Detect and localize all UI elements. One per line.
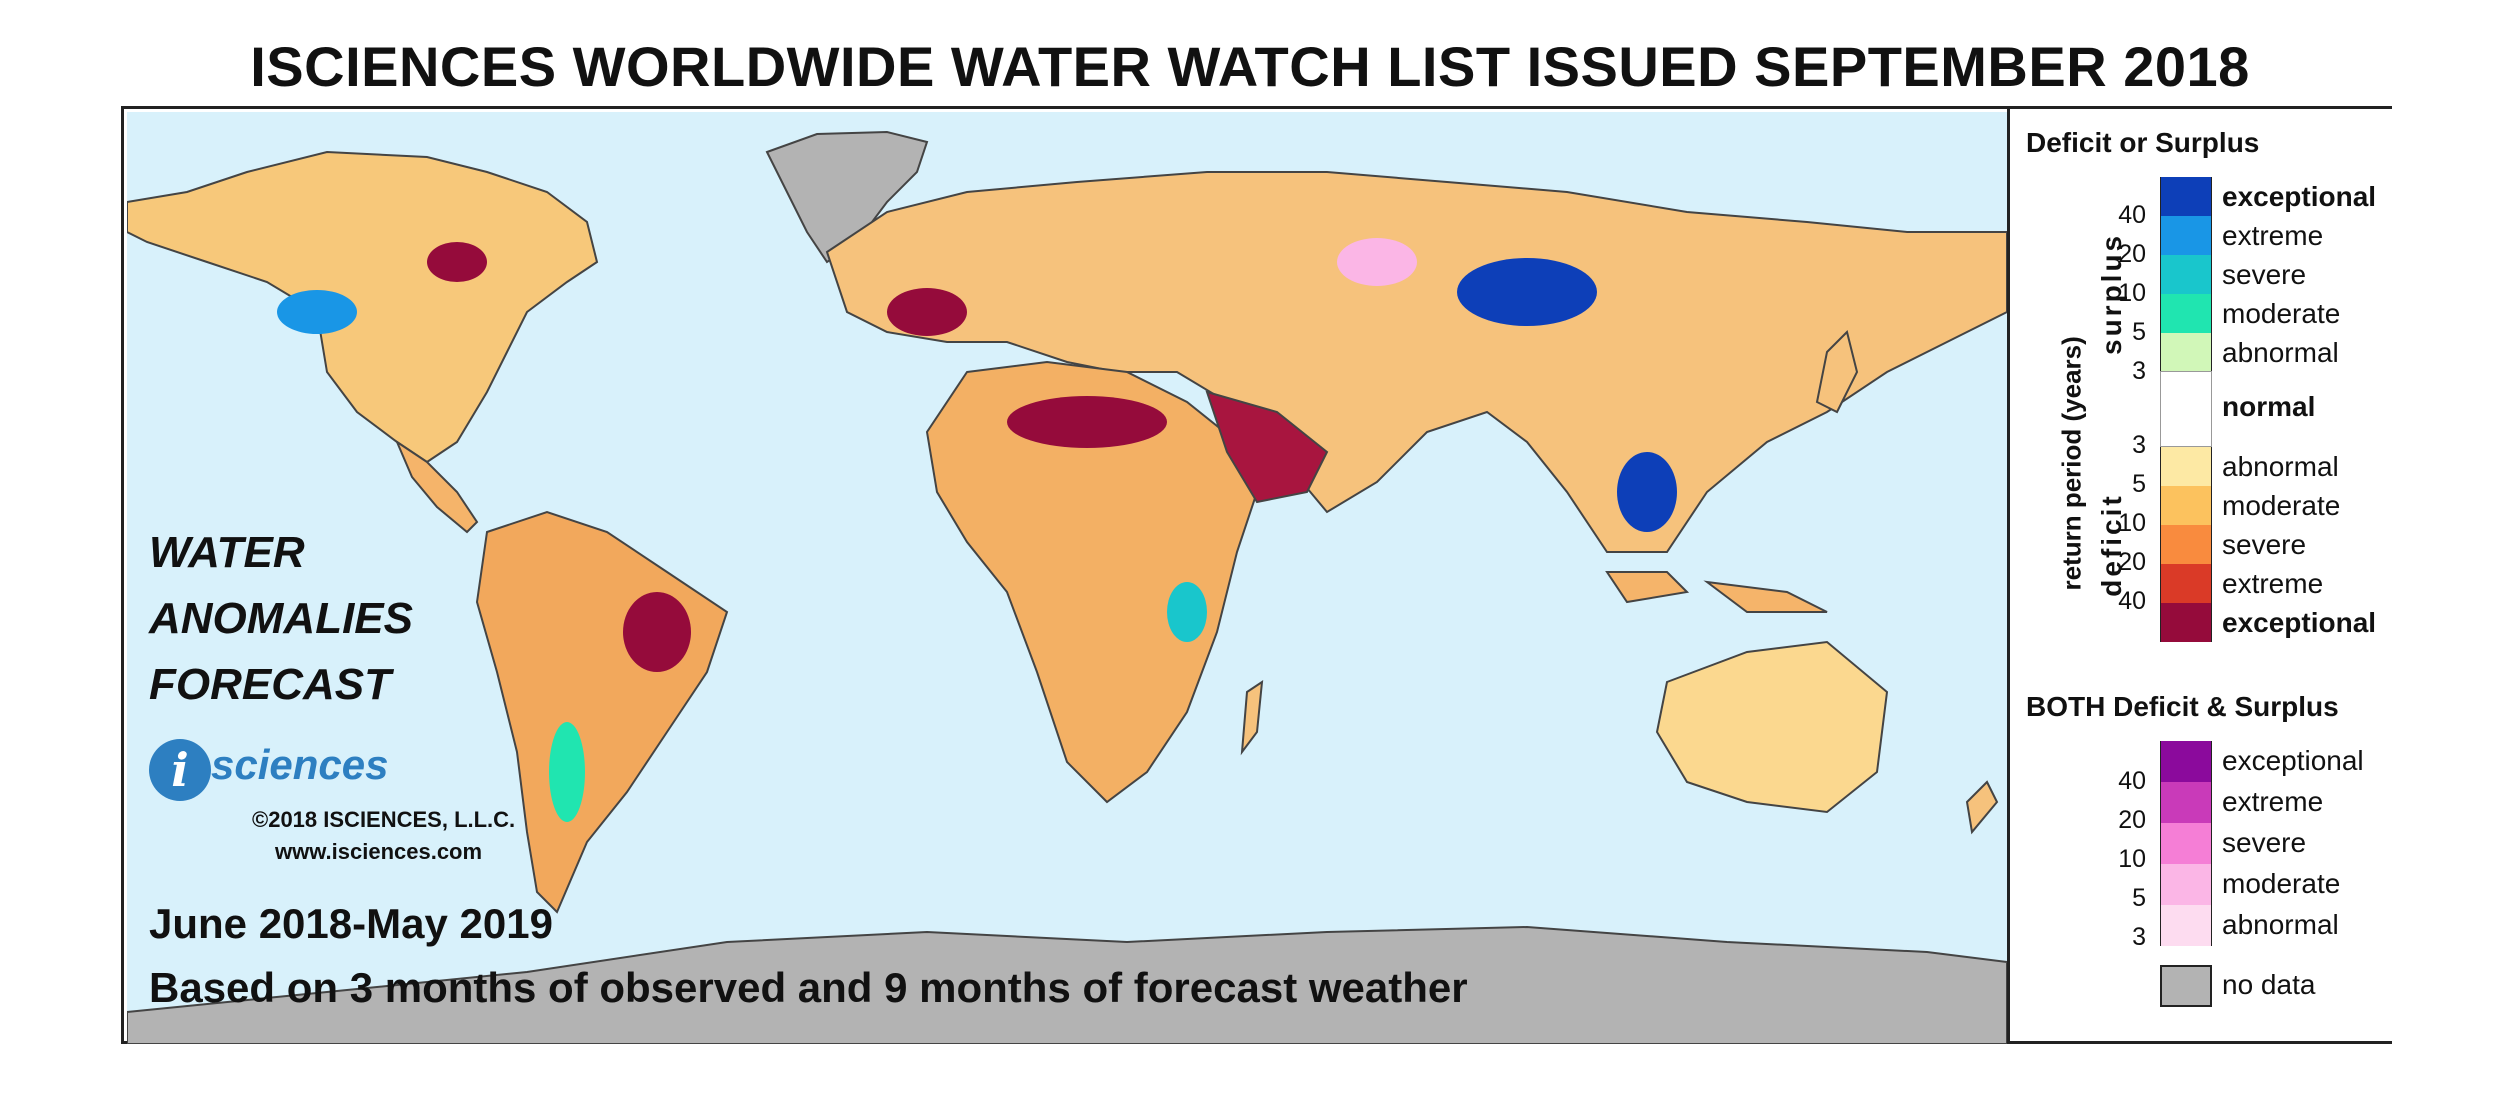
deficit-patch-sahara — [1007, 396, 1167, 448]
north-america — [127, 150, 599, 464]
deficit-patch-canada — [427, 242, 487, 282]
no-data-swatch — [2160, 965, 2212, 1007]
legend-divider — [2007, 109, 2010, 1041]
both-tick-10: 10 — [2118, 845, 2146, 873]
legend-heading-both: BOTH Deficit & Surplus — [2026, 691, 2339, 722]
both-label-extreme: extreme — [2222, 786, 2324, 817]
both-tick-20: 20 — [2118, 806, 2146, 834]
deficit-label-moderate: moderate — [2222, 490, 2341, 521]
both-swatch-moderate — [2160, 864, 2212, 905]
both-label-exceptional: exceptional — [2222, 745, 2364, 776]
madagascar — [1240, 679, 1264, 756]
surplus-swatch-exceptional — [2160, 177, 2212, 216]
japan — [1815, 330, 1859, 414]
both-label-severe: severe — [2222, 827, 2307, 858]
arabia — [1205, 390, 1329, 504]
deficit-swatch-extreme — [2160, 564, 2212, 603]
deficit-swatch-abnormal — [2160, 447, 2212, 486]
deficit-tick-10: 10 — [2118, 509, 2146, 537]
surplus-label-moderate: moderate — [2222, 298, 2341, 329]
deficit-swatch-exceptional — [2160, 603, 2212, 642]
surplus-patch-canada — [277, 290, 357, 334]
surplus-label-exceptional: exceptional — [2222, 181, 2377, 212]
map-title: ISCIENCES WORLDWIDE WATER WATCH LIST ISS… — [250, 35, 2250, 98]
deficit-patch-brazil — [623, 592, 691, 672]
surplus-tick-10: 10 — [2118, 279, 2146, 307]
map-frame: WATER ANOMALIES FORECAST i sciences ©201… — [121, 106, 2392, 1044]
both-label-moderate: moderate — [2222, 868, 2341, 899]
surplus-swatch-extreme — [2160, 216, 2212, 255]
both-tick-40: 40 — [2118, 767, 2146, 795]
both-tick-5: 5 — [2132, 884, 2146, 912]
surplus-tick-40: 40 — [2118, 201, 2146, 229]
logo-circle: i — [149, 739, 211, 801]
south-america — [475, 510, 729, 914]
no-data-label: no data — [2222, 969, 2316, 1000]
deficit-tick-40: 40 — [2118, 587, 2146, 615]
return-period-axis-label: return period (years) — [2056, 336, 2087, 591]
both-swatch-extreme — [2160, 782, 2212, 823]
surplus-patch-east-africa — [1167, 582, 1207, 642]
surplus-swatch-severe — [2160, 255, 2212, 294]
deficit-swatch-moderate — [2160, 486, 2212, 525]
greenland — [765, 130, 929, 264]
southeast-asia-islands — [1605, 571, 1828, 613]
surplus-tick-3: 3 — [2132, 357, 2146, 385]
both-label-abnormal: abnormal — [2222, 909, 2339, 940]
deficit-swatch-severe — [2160, 525, 2212, 564]
deficit-label-extreme: extreme — [2222, 568, 2324, 599]
deficit-tick-3: 3 — [2132, 431, 2146, 459]
surplus-swatch-abnormal — [2160, 333, 2212, 372]
surplus-patch-argentina — [549, 722, 585, 822]
surplus-patch-siberia — [1457, 258, 1597, 326]
deficit-label-severe: severe — [2222, 529, 2307, 560]
deficit-tick-5: 5 — [2132, 470, 2146, 498]
world-map-svg — [127, 130, 2007, 1044]
forecast-period: June 2018-May 2019 — [149, 900, 553, 947]
anomaly-patches — [277, 238, 1677, 822]
forecast-line-1: WATER — [149, 528, 305, 577]
logo-word: sciences — [211, 741, 389, 788]
both-tick-3: 3 — [2132, 923, 2146, 951]
copyright-text: ©2018 ISCIENCES, L.L.C. — [252, 807, 516, 832]
both-swatch-abnormal — [2160, 905, 2212, 946]
surplus-label-extreme: extreme — [2222, 220, 2324, 251]
forecast-basis: Based on 3 months of observed and 9 mont… — [149, 964, 1468, 1011]
deficit-label-abnormal: abnormal — [2222, 451, 2339, 482]
forecast-line-3: FORECAST — [149, 660, 391, 709]
surplus-label-severe: severe — [2222, 259, 2307, 290]
legend-panel: Deficit or Surplus return period (years)… — [2010, 109, 2392, 1041]
forecast-label: WATER ANOMALIES FORECAST — [149, 520, 413, 718]
landmasses — [127, 130, 2007, 1044]
normal-label: normal — [2222, 391, 2316, 422]
surplus-patch-southeast-asia — [1617, 452, 1677, 532]
central-america — [394, 439, 479, 534]
surplus-tick-5: 5 — [2132, 318, 2146, 346]
world-map[interactable]: WATER ANOMALIES FORECAST i sciences ©201… — [127, 112, 2007, 1044]
antarctica — [127, 925, 2007, 1044]
legend-heading-deficit-surplus: Deficit or Surplus — [2026, 127, 2260, 158]
new-zealand — [1965, 780, 1999, 835]
both-swatch-exceptional — [2160, 741, 2212, 782]
both-patch-russia — [1337, 238, 1417, 286]
australia — [1655, 640, 1889, 814]
deficit-tick-20: 20 — [2118, 548, 2146, 576]
surplus-swatch-moderate — [2160, 294, 2212, 333]
deficit-patch-europe — [887, 288, 967, 336]
africa — [925, 360, 1259, 804]
website-link[interactable]: www.isciences.com — [275, 839, 483, 864]
deficit-label-exceptional: exceptional — [2222, 607, 2377, 638]
normal-swatch — [2160, 371, 2212, 447]
surplus-label-abnormal: abnormal — [2222, 337, 2339, 368]
forecast-line-2: ANOMALIES — [149, 594, 413, 643]
surplus-tick-20: 20 — [2118, 240, 2146, 268]
both-swatch-severe — [2160, 823, 2212, 864]
